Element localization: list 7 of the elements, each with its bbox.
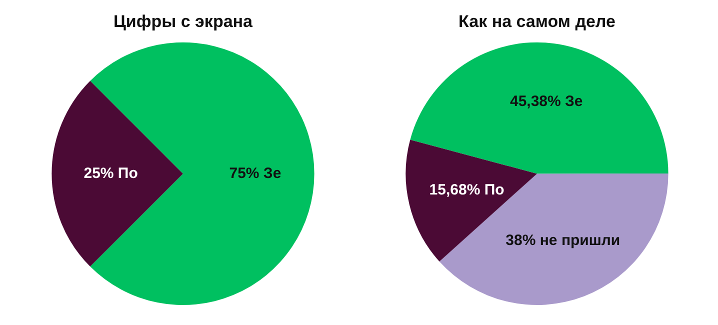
slice-label: 75% Зе	[229, 164, 282, 182]
slice-label: 45,38% Зе	[510, 93, 583, 110]
slice-label: 25% По	[84, 164, 138, 182]
slice-label: 15,68% По	[429, 182, 504, 199]
chart-title: Как на самом деле	[458, 12, 616, 31]
slice-label: 38% не пришли	[506, 232, 620, 250]
chart-title: Цифры с экрана	[113, 12, 254, 31]
